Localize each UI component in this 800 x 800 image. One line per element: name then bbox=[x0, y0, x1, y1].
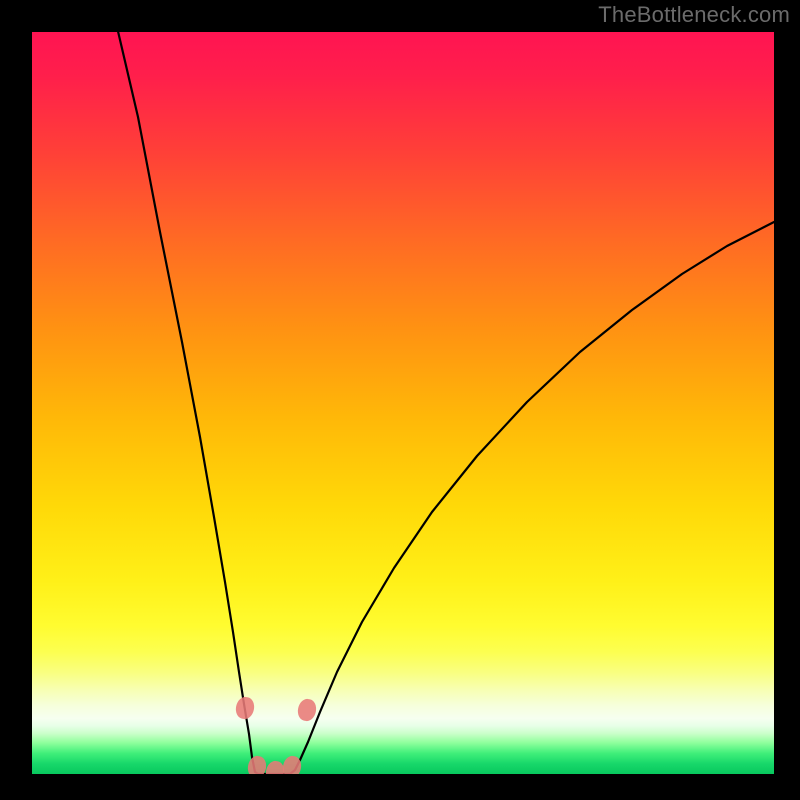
bottleneck-line bbox=[117, 32, 774, 774]
bottleneck-curve bbox=[32, 32, 774, 774]
bottleneck-curve-chart bbox=[32, 32, 774, 774]
watermark-text: TheBottleneck.com bbox=[598, 2, 790, 28]
